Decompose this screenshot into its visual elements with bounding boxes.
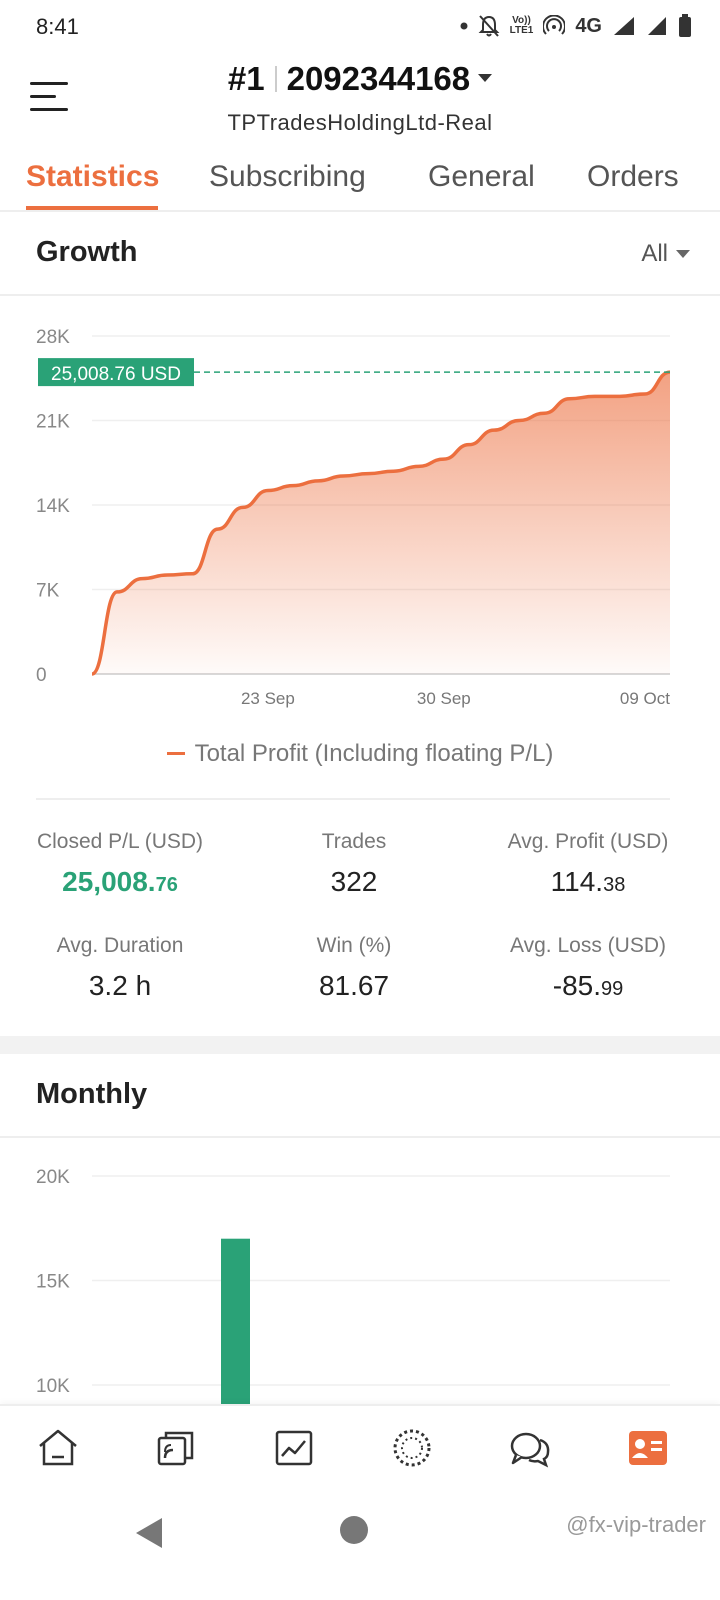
tab-subscribing[interactable]: Subscribing bbox=[209, 160, 366, 193]
volte-bottom: LTE1 bbox=[509, 25, 534, 36]
bottom-nav bbox=[0, 1404, 720, 1494]
bell-off-icon bbox=[478, 15, 500, 37]
active-tab-indicator bbox=[26, 206, 158, 210]
x-tick-label: 30 Sep bbox=[417, 689, 471, 708]
area-fill bbox=[92, 372, 670, 674]
status-icons: Vo)) LTE1 4G bbox=[460, 12, 692, 40]
y-tick-label: 21K bbox=[36, 412, 70, 433]
chart-legend: Total Profit (Including floating P/L) bbox=[0, 740, 720, 768]
monthly-title: Monthly bbox=[36, 1078, 148, 1110]
dot-icon bbox=[460, 22, 468, 30]
account-selector[interactable]: #1 2092344168 bbox=[0, 60, 720, 98]
tab-statistics[interactable]: Statistics bbox=[26, 160, 160, 193]
account-number: 2092344168 bbox=[286, 60, 471, 97]
status-bar: 8:41 Vo)) LTE1 4G bbox=[0, 0, 720, 52]
stat-trades: Trades 322 bbox=[234, 830, 474, 898]
tab-general[interactable]: General bbox=[428, 160, 535, 193]
stat-label: Avg. Loss (USD) bbox=[510, 934, 666, 957]
y-tick-label: 14K bbox=[36, 496, 70, 517]
stat-avg-loss: Avg. Loss (USD) -85.99 bbox=[468, 934, 708, 1002]
monthly-header: Monthly bbox=[0, 1054, 720, 1138]
stat-avg-profit: Avg. Profit (USD) 114.38 bbox=[468, 830, 708, 898]
stat-label: Trades bbox=[321, 830, 387, 853]
account-server: TPTradesHoldingLtd-Real bbox=[227, 110, 493, 135]
tab-bar: Statistics Subscribing General Orders bbox=[0, 156, 720, 212]
stat-win: Win (%) 81.67 bbox=[234, 934, 474, 1002]
stat-label: Closed P/L (USD) bbox=[36, 830, 204, 853]
account-rank: #1 bbox=[227, 60, 265, 97]
growth-chart: 0 7K 14K 21K 28K 23 Sep 30 Sep 09 Oct 25,008.76 … bbox=[36, 327, 671, 708]
hotspot-icon bbox=[543, 15, 566, 35]
y-tick-label: 28K bbox=[36, 327, 70, 348]
volte-icon: Vo)) LTE1 bbox=[510, 16, 534, 36]
community-icon[interactable] bbox=[390, 1426, 434, 1470]
y-tick-label: 15K bbox=[36, 1272, 70, 1293]
status-time: 8:41 bbox=[36, 14, 79, 39]
legend-label: Total Profit (Including floating P/L) bbox=[194, 740, 554, 767]
current-value-label: 25,008.76 USD bbox=[51, 364, 181, 385]
menu-button[interactable] bbox=[30, 80, 70, 114]
current-value-badge bbox=[38, 358, 194, 387]
signals-icon[interactable] bbox=[154, 1426, 198, 1470]
chevron-down-icon[interactable] bbox=[676, 250, 690, 258]
stat-label: Win (%) bbox=[316, 934, 392, 957]
y-tick-label: 0 bbox=[36, 665, 47, 686]
chevron-down-icon bbox=[478, 74, 493, 82]
home-icon[interactable] bbox=[36, 1426, 80, 1470]
y-tick-label: 7K bbox=[36, 581, 60, 602]
battery-icon bbox=[679, 14, 691, 37]
growth-title: Growth bbox=[36, 236, 138, 268]
growth-header: Growth All bbox=[0, 212, 720, 296]
divider bbox=[36, 798, 670, 800]
signal-icon bbox=[614, 17, 634, 35]
home-circle-icon[interactable] bbox=[340, 1516, 368, 1544]
chat-icon[interactable] bbox=[508, 1426, 552, 1470]
series-line bbox=[91, 370, 671, 676]
system-nav: @fx-vip-trader bbox=[0, 1494, 720, 1600]
watermark: @fx-vip-trader bbox=[566, 1512, 706, 1537]
volte-top: Vo)) bbox=[512, 15, 531, 26]
stat-label: Avg. Profit (USD) bbox=[507, 830, 669, 853]
y-tick-label: 20K bbox=[36, 1167, 70, 1188]
stat-label: Avg. Duration bbox=[56, 934, 184, 957]
x-tick-label: 09 Oct bbox=[620, 689, 670, 708]
chart-icon[interactable] bbox=[272, 1426, 316, 1470]
profile-card-icon[interactable] bbox=[626, 1426, 670, 1470]
monthly-chart: 10K 15K 20K bbox=[36, 1167, 670, 1404]
stat-value: 114.38 bbox=[550, 866, 626, 897]
section-gap bbox=[0, 1036, 720, 1054]
network-type: 4G bbox=[575, 14, 602, 37]
signal-icon bbox=[648, 17, 666, 35]
bar bbox=[221, 1238, 250, 1404]
stat-value: 25,008.76 bbox=[62, 866, 178, 897]
legend-swatch bbox=[166, 752, 185, 755]
x-tick-label: 23 Sep bbox=[241, 689, 295, 708]
tab-orders[interactable]: Orders bbox=[587, 160, 679, 193]
stat-value: -85.99 bbox=[552, 970, 624, 1001]
y-tick-label: 10K bbox=[36, 1376, 70, 1397]
range-select[interactable]: All bbox=[641, 240, 668, 267]
back-icon[interactable] bbox=[136, 1518, 162, 1548]
stat-value: 322 bbox=[330, 866, 378, 897]
stat-avg-duration: Avg. Duration 3.2 h bbox=[0, 934, 240, 1002]
stat-value: 81.67 bbox=[318, 970, 390, 1001]
stat-closed-pl: Closed P/L (USD) 25,008.76 bbox=[0, 830, 240, 898]
stat-value: 3.2 h bbox=[88, 970, 152, 1001]
